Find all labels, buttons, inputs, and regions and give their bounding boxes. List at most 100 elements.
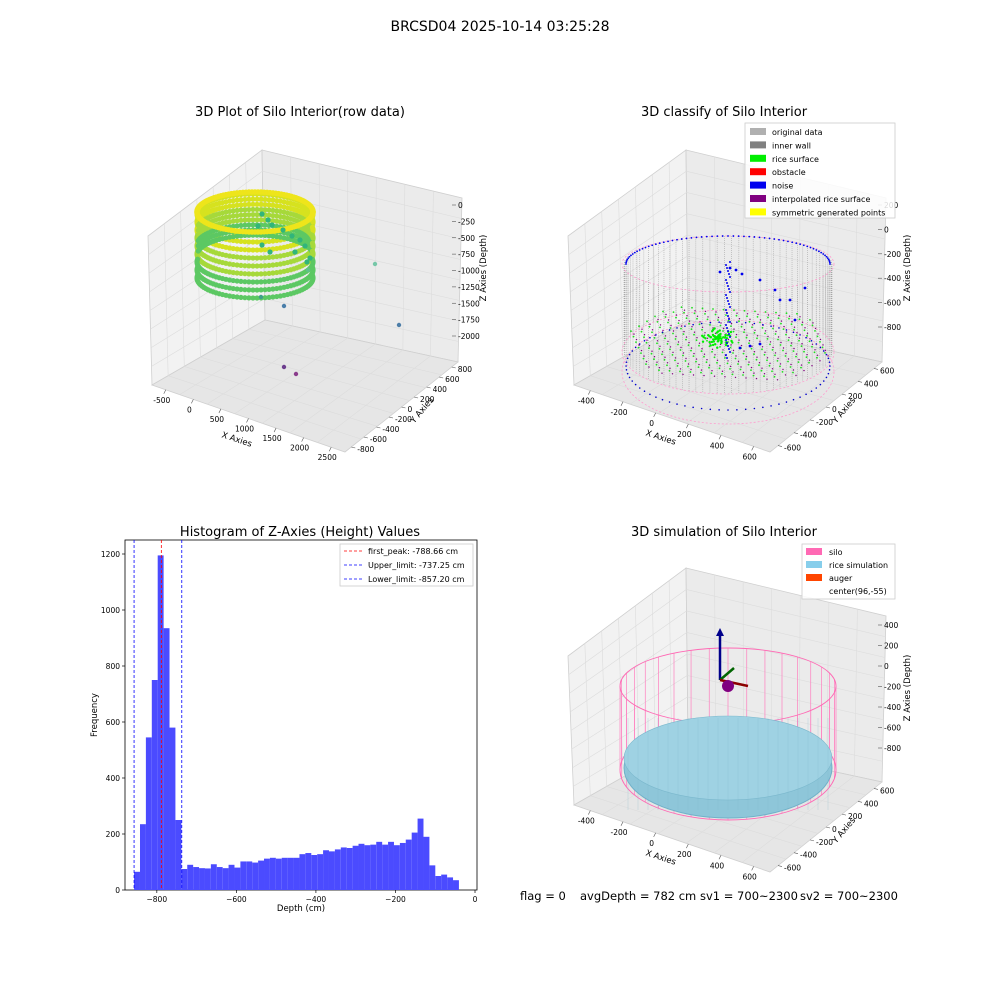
noise-point	[700, 236, 703, 238]
interpolated-point	[746, 334, 748, 336]
interpolated-point	[769, 341, 772, 343]
legend-label: auger	[829, 574, 853, 583]
y-tick-label: -200	[816, 838, 833, 847]
noise-point	[625, 365, 627, 367]
noise-point	[625, 361, 628, 363]
interpolated-point	[672, 351, 674, 354]
rice-surface-point	[735, 336, 737, 338]
point	[280, 227, 286, 233]
noise-point	[680, 238, 683, 240]
noise-point	[727, 321, 729, 323]
legend-swatch	[750, 141, 766, 149]
interpolated-point	[759, 319, 762, 321]
interpolated-point	[658, 367, 661, 369]
floor-grid-line	[248, 328, 442, 376]
y-tick-label: 0	[832, 405, 837, 414]
noise-point	[773, 238, 776, 240]
interpolated-point	[661, 351, 664, 353]
noise-point	[625, 261, 628, 264]
interpolated-point	[738, 318, 741, 320]
histogram-bar	[163, 628, 170, 890]
rice-surface-point	[684, 360, 687, 362]
z-tick-label: -200	[884, 250, 901, 259]
rice-surface-point	[768, 364, 771, 367]
histogram-x-axis-label: Depth (cm)	[277, 904, 325, 914]
point	[262, 255, 268, 261]
rice-surface-point	[761, 327, 764, 329]
y-tick	[873, 368, 879, 370]
auger-axis-z-arrow	[716, 628, 724, 636]
point	[246, 255, 252, 261]
histogram-bar	[364, 845, 371, 890]
histogram-bar	[423, 836, 430, 890]
noise-point	[725, 294, 727, 296]
point	[258, 279, 264, 285]
noise-point	[828, 361, 831, 363]
noise-point	[726, 267, 728, 269]
interpolated-point	[678, 319, 680, 322]
point	[246, 279, 252, 285]
point	[238, 207, 244, 213]
interpolated-point	[659, 345, 661, 347]
rice-surface-point	[676, 365, 679, 367]
point	[250, 201, 256, 207]
rice-surface-point	[645, 341, 648, 344]
interpolated-point	[720, 322, 722, 324]
point	[310, 209, 316, 215]
noise-point	[728, 318, 730, 320]
rice-surface-point	[774, 333, 777, 335]
noise-point	[728, 273, 730, 275]
outlier-point	[293, 371, 299, 377]
noise-point	[819, 383, 822, 386]
interpolated-point	[680, 346, 682, 349]
z-tick-label: 400	[884, 621, 899, 630]
interpolated-point	[709, 343, 711, 345]
interpolated-point	[693, 352, 695, 355]
histogram-bar	[293, 857, 300, 890]
noise-point	[647, 245, 650, 248]
rice-surface-point	[683, 311, 685, 314]
rice-surface-point	[782, 349, 784, 352]
point	[242, 196, 248, 203]
rice-surface-point	[645, 363, 647, 365]
point	[270, 218, 276, 224]
footer-status: flag = 0 avgDepth = 782 cm sv1 = 700~230…	[520, 889, 898, 903]
noise-point	[799, 243, 802, 246]
noise-point	[799, 396, 801, 398]
classify-plot-title: 3D classify of Silo Interior	[641, 105, 808, 120]
rice-surface-point	[750, 347, 753, 350]
interpolated-point	[635, 338, 638, 341]
noise-point	[828, 260, 831, 262]
interpolated-point	[735, 355, 737, 357]
y-tick	[388, 416, 394, 419]
noise-point	[795, 242, 798, 245]
z-tick-label: -400	[884, 703, 901, 712]
histogram-bar	[157, 555, 164, 890]
x-tick-label: 600	[743, 872, 758, 881]
interpolated-point	[759, 340, 761, 342]
interpolated-point	[667, 319, 670, 321]
y-tick-label: 600	[106, 718, 121, 727]
interpolated-point	[682, 373, 684, 376]
point	[250, 206, 256, 213]
noise-point	[825, 255, 828, 258]
auger-axis-y	[719, 667, 735, 681]
histogram-y-axis-label: Frequency	[90, 693, 100, 737]
point	[274, 293, 280, 300]
rice-surface-point	[632, 335, 635, 338]
interpolated-point	[648, 345, 651, 347]
noise-point	[626, 357, 629, 360]
interpolated-point	[799, 316, 801, 318]
noise-point	[736, 321, 738, 323]
interpolated-point	[722, 349, 724, 351]
histogram-bar	[399, 842, 406, 890]
point	[246, 212, 252, 218]
histogram-bar	[258, 860, 265, 890]
rice-surface-point	[816, 335, 819, 338]
point	[234, 270, 240, 276]
point	[254, 279, 260, 285]
noise-point	[643, 390, 646, 393]
rice-surface-point	[709, 324, 711, 326]
y-tick	[413, 396, 419, 399]
rice-surface-point	[707, 334, 710, 337]
